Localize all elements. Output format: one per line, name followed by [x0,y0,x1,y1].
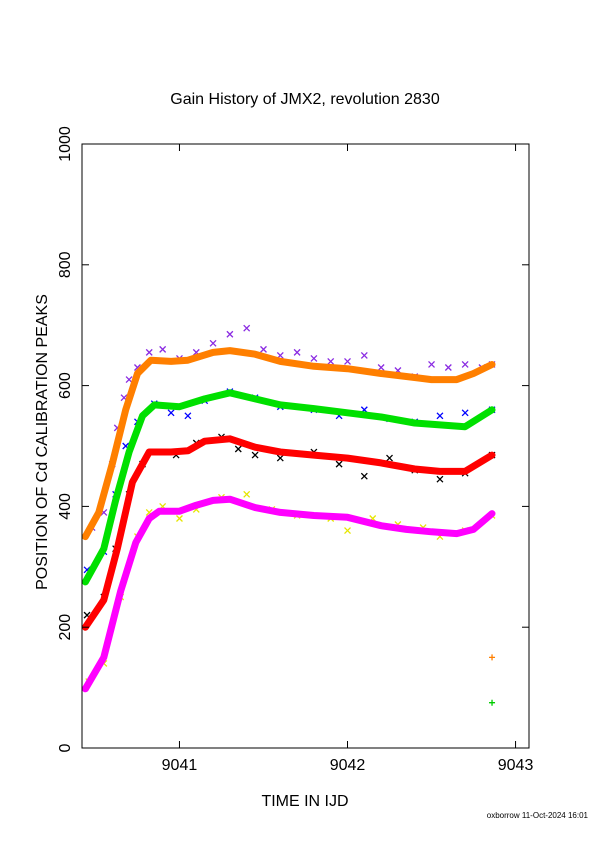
series-2-point [461,409,469,417]
footer-stamp: oxborrow 11-Oct-2024 16:01 [487,811,589,820]
series-7 [81,495,496,693]
series-0-point [377,364,385,371]
series-0-point [327,357,335,365]
series-8-point [489,654,496,661]
series-0-point [243,324,251,332]
y-tick-label: 600 [57,372,74,399]
series-0-point [159,345,167,353]
series-9-point [489,699,496,706]
series-3 [81,389,496,586]
series-0-point [428,361,435,368]
series-0-point [461,361,469,368]
series-7-line [81,495,496,693]
series-4-point [436,475,444,483]
series-6-point [344,527,351,535]
x-tick-label: 9041 [162,757,198,774]
series-2-point [167,409,175,417]
series-1-line [81,347,496,541]
data-layer [81,324,496,706]
series-2-point [184,412,192,420]
series-0-point [145,348,153,356]
y-tick-label: 200 [57,614,74,641]
series-0-point [310,354,318,362]
series-5-line [81,435,496,631]
series-1 [81,347,496,541]
series-5 [81,435,496,631]
chart-title: Gain History of JMX2, revolution 2830 [170,91,440,108]
series-4-point [276,454,284,462]
ticks-layer: 9041 9042 9043 0 200 400 600 800 1000 [57,126,533,774]
x-tick-label: 9042 [330,757,366,774]
y-tick-label: 400 [57,493,74,520]
series-4-point [386,454,393,462]
series-4-point [251,451,259,459]
y-tick-label: 800 [57,251,74,278]
plot-frame [81,143,530,749]
series-0-point [444,364,452,371]
series-0-point [360,351,368,359]
x-tick-label: 9043 [498,757,534,774]
series-4-point [360,472,368,480]
series-0-point [209,339,217,347]
series-0-point [226,330,234,338]
series-9 [489,699,496,706]
series-8 [489,654,496,661]
y-tick-label: 1000 [57,126,74,162]
series-0-point [125,376,133,384]
y-axis-label: POSITION OF Cd CALIBRATION PEAKS [34,294,51,590]
series-2-point [436,412,444,420]
series-3-line [81,389,496,586]
x-axis-label: TIME IN IJD [261,793,348,810]
series-0-point [344,357,351,365]
series-6-point [243,490,251,498]
series-4-point [335,460,343,468]
series-6-point [176,515,183,522]
series-0-point [260,345,267,353]
y-tick-label: 0 [57,743,74,752]
series-0-point [293,348,301,356]
series-4-point [234,445,242,453]
